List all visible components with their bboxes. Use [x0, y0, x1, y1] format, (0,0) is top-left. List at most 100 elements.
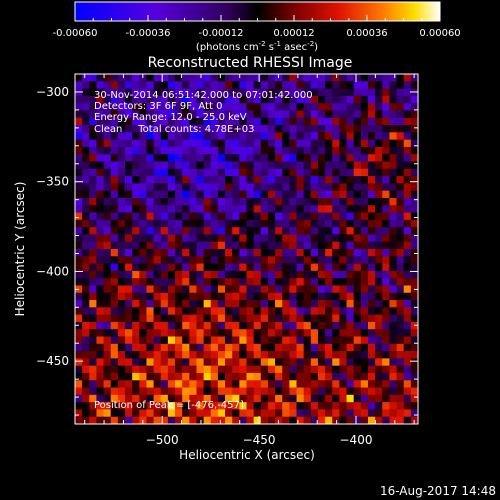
- heatmap-cell: [375, 278, 383, 286]
- heatmap-cell: [282, 234, 290, 243]
- heatmap-cell: [325, 372, 333, 381]
- heatmap-cell: [382, 241, 390, 250]
- heatmap-cell: [89, 292, 97, 301]
- heatmap-cell: [103, 168, 112, 177]
- heatmap-cell: [303, 234, 312, 243]
- heatmap-cell: [396, 190, 405, 199]
- heatmap-cell: [346, 270, 355, 279]
- heatmap-cell: [253, 263, 262, 272]
- heatmap-cell: [296, 387, 305, 396]
- heatmap-cell: [210, 416, 219, 424]
- heatmap-cell: [146, 263, 155, 272]
- heatmap-cell: [310, 234, 319, 243]
- heatmap-cell: [225, 329, 233, 337]
- heatmap-cell: [160, 117, 169, 126]
- heatmap-cell: [260, 197, 269, 206]
- heatmap-cell: [253, 117, 262, 126]
- heatmap-cell: [389, 161, 397, 170]
- heatmap-cell: [403, 329, 412, 337]
- heatmap-cell: [167, 321, 176, 330]
- heatmap-cell: [103, 365, 112, 374]
- heatmap-cell: [253, 110, 262, 119]
- heatmap-cell: [332, 365, 340, 374]
- heatmap-cell: [139, 139, 147, 148]
- heatmap-cell: [203, 321, 212, 330]
- heatmap-cell: [260, 263, 269, 272]
- heatmap-cell: [239, 263, 247, 272]
- heatmap-cell: [246, 183, 255, 192]
- heatmap-cell: [389, 176, 397, 184]
- heatmap-cell: [210, 139, 219, 148]
- heatmap-cell: [303, 292, 312, 301]
- heatmap-cell: [410, 263, 418, 272]
- heatmap-cell: [125, 402, 133, 410]
- heatmap-cell: [275, 278, 283, 286]
- heatmap-cell: [96, 343, 104, 352]
- heatmap-cell: [196, 321, 205, 330]
- heatmap-cell: [310, 329, 319, 337]
- heatmap-cell: [353, 161, 362, 170]
- heatmap-cell: [253, 95, 262, 104]
- heatmap-cell: [367, 154, 376, 162]
- heatmap-cell: [296, 95, 305, 104]
- heatmap-cell: [146, 234, 155, 243]
- heatmap-cell: [96, 88, 104, 97]
- heatmap-cell: [203, 183, 212, 192]
- heatmap-cell: [253, 241, 262, 250]
- heatmap-cell: [125, 307, 133, 316]
- heatmap-cell: [89, 132, 97, 141]
- heatmap-cell: [325, 387, 333, 396]
- heatmap-cell: [110, 125, 119, 133]
- heatmap-cell: [232, 278, 240, 286]
- heatmap-cell: [339, 234, 347, 243]
- heatmap-cell: [225, 205, 233, 213]
- heatmap-cell: [246, 321, 255, 330]
- heatmap-cell: [303, 197, 312, 206]
- heatmap-cell: [139, 256, 147, 264]
- heatmap-cell: [396, 358, 405, 367]
- heatmap-cell: [389, 336, 397, 345]
- heatmap-cell: [410, 278, 418, 286]
- heatmap-cell: [382, 146, 390, 155]
- heatmap-cell: [296, 154, 305, 162]
- heatmap-cell: [410, 219, 418, 228]
- colorbar-tick-label: -0.00012: [199, 28, 244, 39]
- heatmap-cell: [367, 321, 376, 330]
- axes: −500 −450 −400−300−350−400−450: [36, 73, 418, 447]
- heatmap-cell: [389, 416, 397, 424]
- heatmap-cell: [360, 300, 369, 308]
- heatmap-cell: [160, 103, 169, 111]
- heatmap-cell: [146, 88, 155, 97]
- heatmap-cell: [367, 205, 376, 213]
- heatmap-cell: [160, 74, 169, 82]
- heatmap-cell: [110, 351, 119, 359]
- heatmap-cell: [160, 132, 169, 141]
- heatmap-cell: [82, 358, 90, 367]
- y-tick-label: −350: [36, 175, 69, 189]
- heatmap-cell: [296, 278, 305, 286]
- heatmap-cell: [160, 321, 169, 330]
- heatmap-cell: [203, 139, 212, 148]
- heatmap-cell: [96, 197, 104, 206]
- heatmap-cell: [396, 336, 405, 345]
- heatmap-cell: [403, 219, 412, 228]
- heatmap-cell: [346, 190, 355, 199]
- heatmap-cell: [317, 307, 326, 316]
- heatmap-cell: [275, 205, 283, 213]
- heatmap-cell: [196, 372, 205, 381]
- heatmap-cell: [146, 139, 155, 148]
- heatmap-cell: [225, 146, 233, 155]
- heatmap-cell: [139, 154, 147, 162]
- heatmap-cell: [196, 205, 205, 213]
- heatmap-cell: [203, 88, 212, 97]
- heatmap-cell: [167, 103, 176, 111]
- heatmap-cell: [389, 227, 397, 235]
- heatmap-cell: [260, 321, 269, 330]
- heatmap-cell: [410, 161, 418, 170]
- heatmap-cell: [239, 270, 247, 279]
- heatmap-cell: [203, 103, 212, 111]
- heatmap-cell: [189, 74, 197, 82]
- heatmap-cell: [325, 212, 333, 221]
- heatmap-cell: [139, 285, 147, 294]
- heatmap-cell: [246, 74, 255, 82]
